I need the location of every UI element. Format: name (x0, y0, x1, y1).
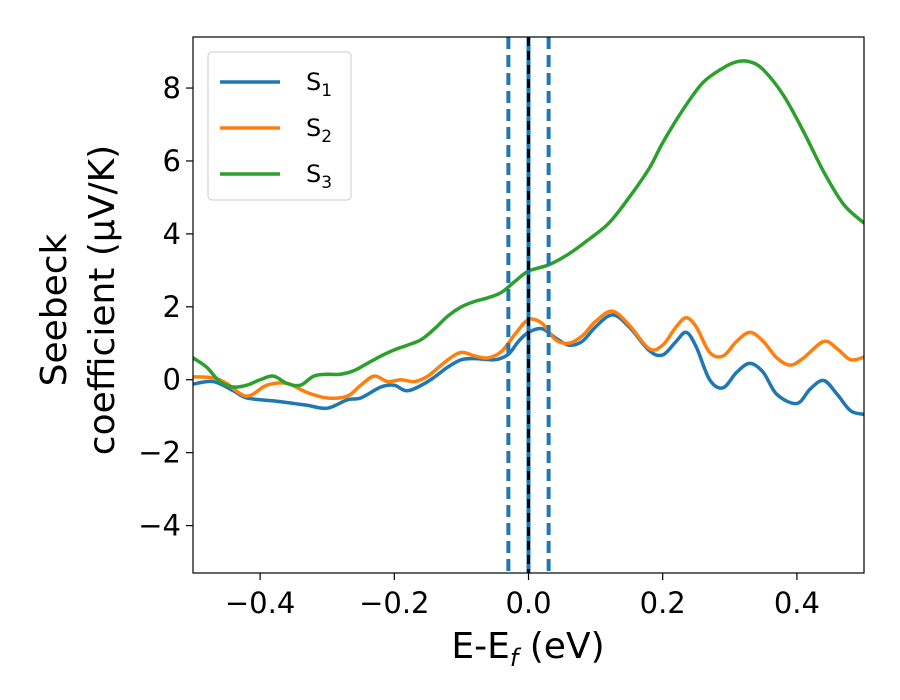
vline-layer (506, 37, 551, 573)
y-tick-label: 6 (163, 144, 181, 178)
x-tick-label: −0.4 (225, 586, 295, 620)
legend-label-s2: S2 (306, 114, 332, 147)
y-tick-label: 0 (163, 363, 181, 397)
legend: S1 S2 S3 (207, 51, 352, 201)
legend-box (207, 51, 352, 201)
x-tick-label: 0.4 (774, 586, 820, 620)
y-tick-label: −2 (138, 436, 181, 470)
x-axis-label: E-Ef (eV) (451, 626, 604, 672)
x-axis-label-unit: (eV) (518, 626, 604, 667)
y-axis-label-line2: coefficient (μV/K) (82, 145, 123, 455)
y-axis-ticks: −4 −2 0 2 4 6 8 (138, 71, 193, 543)
legend-items: S1 S2 S3 (220, 68, 332, 193)
y-tick-label: 2 (163, 290, 181, 324)
y-axis-label-line1: Seebeck (34, 233, 75, 386)
x-axis-label-main: E-E (451, 626, 509, 667)
legend-label-s1: S1 (306, 68, 332, 101)
series-line-s3 (193, 59, 864, 389)
y-tick-label: 4 (163, 217, 181, 251)
y-tick-label: −4 (138, 509, 181, 543)
x-tick-label: −0.2 (359, 586, 429, 620)
x-tick-label: 0.0 (505, 586, 551, 620)
x-tick-label: 0.2 (640, 586, 686, 620)
x-axis-ticks: −0.4 −0.2 0.0 0.2 0.4 (225, 573, 820, 620)
y-tick-label: 8 (163, 71, 181, 105)
legend-label-s3: S3 (306, 160, 332, 193)
